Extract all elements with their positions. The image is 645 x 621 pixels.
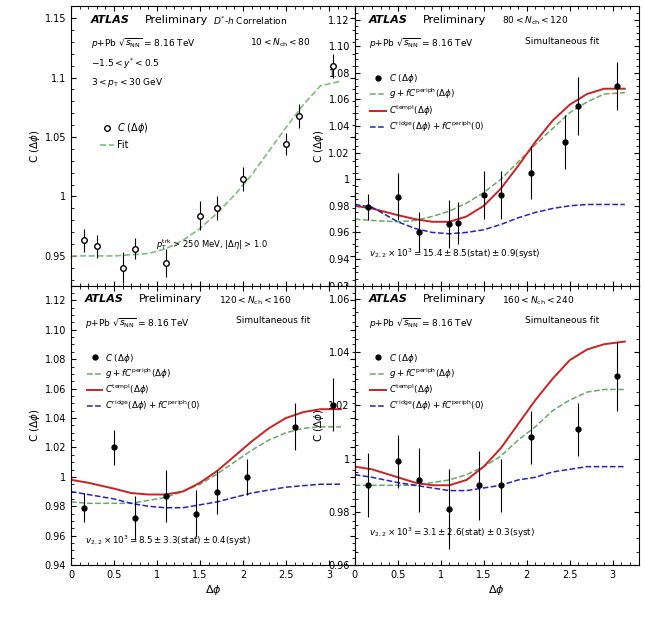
Text: $p$+Pb $\sqrt{s_{\rm NN}}$ = 8.16 TeV: $p$+Pb $\sqrt{s_{\rm NN}}$ = 8.16 TeV [369, 37, 474, 52]
Legend: $C\ (\Delta\phi)$, $g + fC^{\rm periph}(\Delta\phi)$, $C^{\rm templ}(\Delta\phi): $C\ (\Delta\phi)$, $g + fC^{\rm periph}(… [370, 72, 484, 134]
Text: Simultaneous fit: Simultaneous fit [525, 37, 599, 46]
Text: ATLAS: ATLAS [369, 294, 408, 304]
Text: $p$+Pb $\sqrt{s_{\rm NN}}$ = 8.16 TeV: $p$+Pb $\sqrt{s_{\rm NN}}$ = 8.16 TeV [369, 317, 474, 331]
X-axis label: $\Delta\phi$: $\Delta\phi$ [204, 582, 221, 597]
Text: Preliminary: Preliminary [139, 294, 203, 304]
Y-axis label: C ($\Delta\phi$): C ($\Delta\phi$) [28, 129, 42, 163]
Legend: $C\ (\Delta\phi)$, $g + fC^{\rm periph}(\Delta\phi)$, $C^{\rm templ}(\Delta\phi): $C\ (\Delta\phi)$, $g + fC^{\rm periph}(… [86, 351, 201, 414]
Legend: $C\ (\Delta\phi)$, $g + fC^{\rm periph}(\Delta\phi)$, $C^{\rm templ}(\Delta\phi): $C\ (\Delta\phi)$, $g + fC^{\rm periph}(… [370, 351, 484, 414]
Text: $160 < N_{\mathrm{ch}} < 240$: $160 < N_{\mathrm{ch}} < 240$ [502, 294, 575, 307]
Text: ATLAS: ATLAS [85, 294, 124, 304]
Text: $80 < N_{\mathrm{ch}} < 120$: $80 < N_{\mathrm{ch}} < 120$ [502, 15, 569, 27]
Text: Simultaneous fit: Simultaneous fit [235, 317, 310, 325]
X-axis label: $\Delta\phi$: $\Delta\phi$ [488, 582, 505, 597]
Text: $p_{\rm T}^{\rm trk}$ > 250 MeV, |$\Delta\eta$| > 1.0: $p_{\rm T}^{\rm trk}$ > 250 MeV, |$\Delt… [156, 237, 268, 252]
Text: $120 < N_{\mathrm{ch}} < 160$: $120 < N_{\mathrm{ch}} < 160$ [219, 294, 291, 307]
Text: ATLAS: ATLAS [369, 15, 408, 25]
Text: $p$+Pb $\sqrt{s_{\rm NN}}$ = 8.16 TeV: $p$+Pb $\sqrt{s_{\rm NN}}$ = 8.16 TeV [91, 37, 195, 52]
Legend: $C\ (\Delta\phi)$, Fit: $C\ (\Delta\phi)$, Fit [95, 117, 153, 154]
Y-axis label: C ($\Delta\phi$): C ($\Delta\phi$) [312, 129, 326, 163]
Text: Simultaneous fit: Simultaneous fit [525, 317, 599, 325]
Text: $D^{*}$-$h$ Correlation: $D^{*}$-$h$ Correlation [213, 15, 287, 27]
Text: $p$+Pb $\sqrt{s_{\rm NN}}$ = 8.16 TeV: $p$+Pb $\sqrt{s_{\rm NN}}$ = 8.16 TeV [85, 317, 190, 331]
Y-axis label: C ($\Delta\phi$): C ($\Delta\phi$) [312, 409, 326, 442]
Text: ATLAS: ATLAS [91, 15, 130, 25]
Text: $-1.5 < y^{*} < 0.5$: $-1.5 < y^{*} < 0.5$ [91, 57, 159, 71]
Text: Preliminary: Preliminary [423, 15, 486, 25]
Y-axis label: C ($\Delta\phi$): C ($\Delta\phi$) [28, 409, 42, 442]
Text: Preliminary: Preliminary [144, 15, 208, 25]
Text: $v_{2,2}\times10^{3} = 8.5 \pm 3.3(\mathrm{stat}) \pm 0.4(\mathrm{syst})$: $v_{2,2}\times10^{3} = 8.5 \pm 3.3(\math… [85, 534, 251, 548]
Text: $3 < p_{\rm T} < 30$ GeV: $3 < p_{\rm T} < 30$ GeV [91, 76, 163, 89]
Text: $v_{2,2}\times10^{3} = 15.4 \pm 8.5(\mathrm{stat}) \pm 0.9(\mathrm{syst})$: $v_{2,2}\times10^{3} = 15.4 \pm 8.5(\mat… [369, 247, 541, 261]
Text: $10 < N_{\rm ch} < 80$: $10 < N_{\rm ch} < 80$ [250, 37, 311, 50]
Text: Preliminary: Preliminary [423, 294, 486, 304]
Text: $v_{2,2}\times10^{3} = 3.1 \pm 2.6(\mathrm{stat}) \pm 0.3(\mathrm{syst})$: $v_{2,2}\times10^{3} = 3.1 \pm 2.6(\math… [369, 526, 535, 540]
